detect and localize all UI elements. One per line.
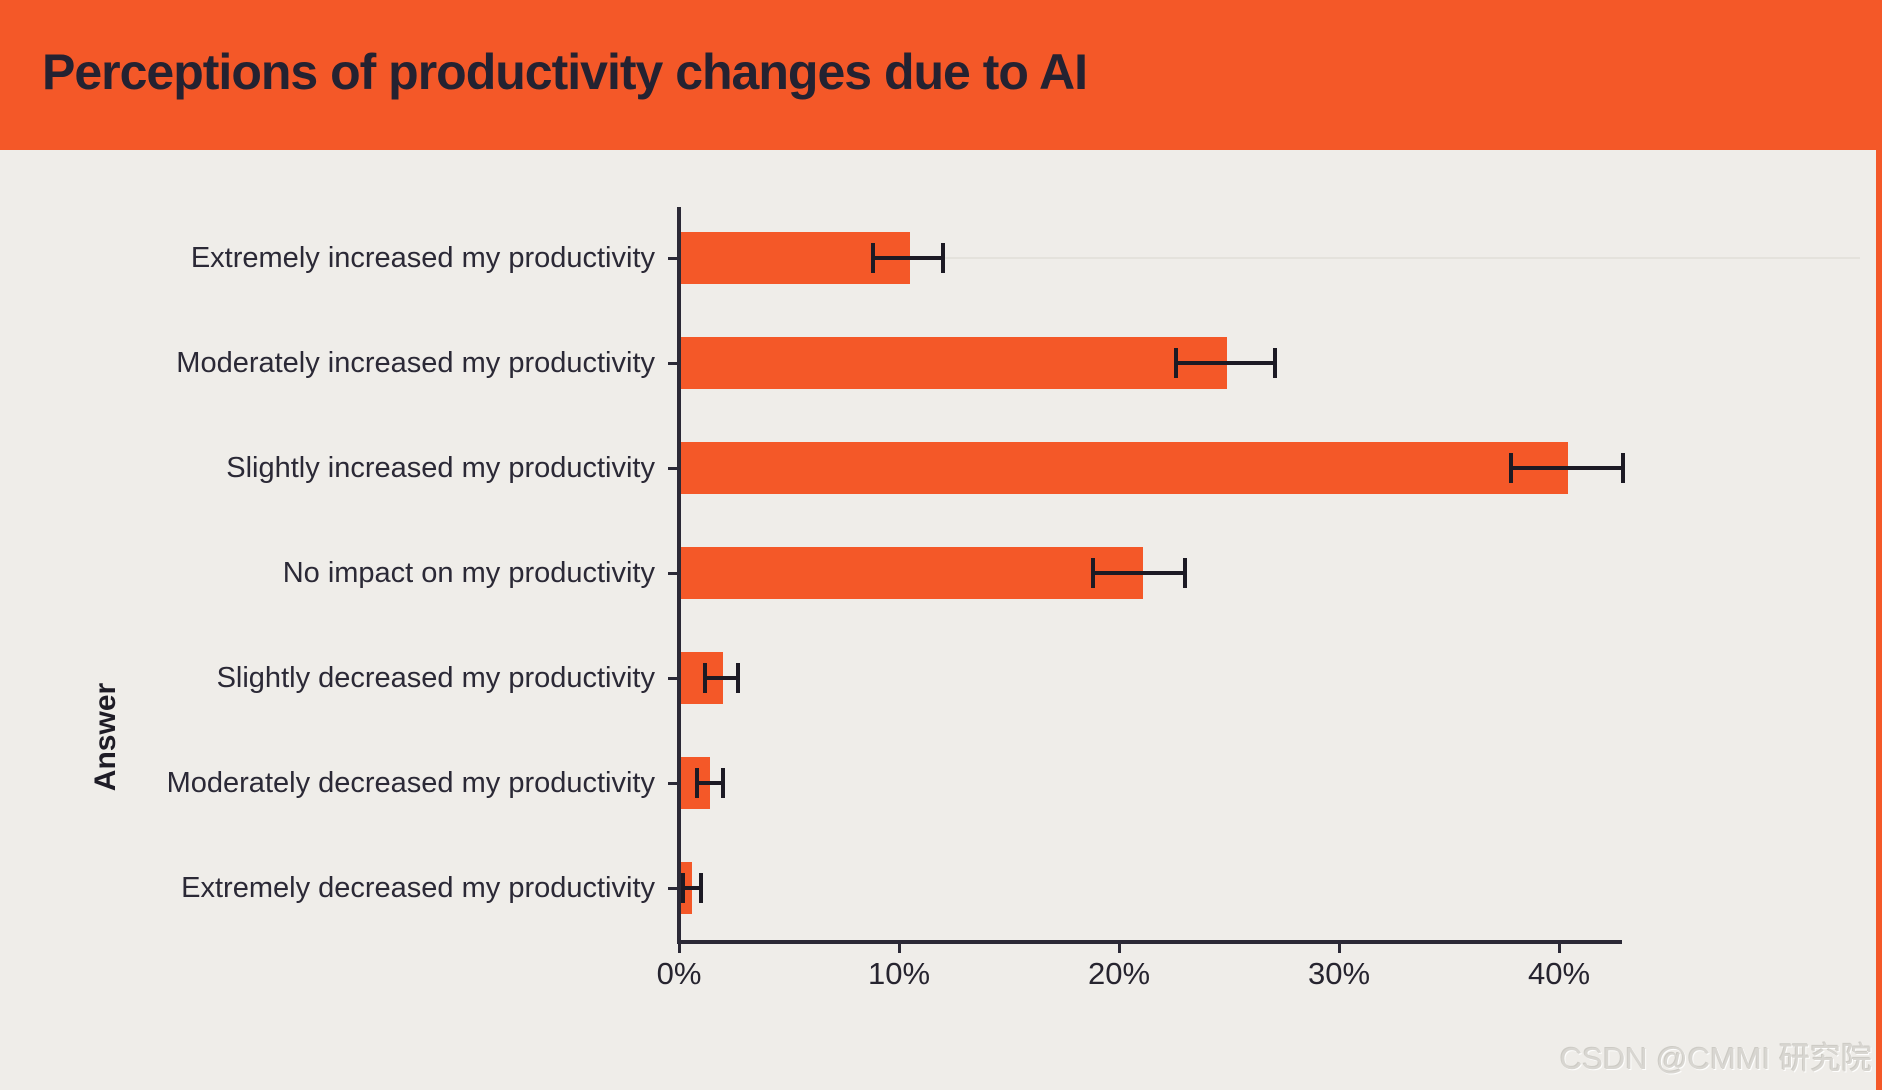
category-tick [668, 467, 679, 470]
category-tick [668, 362, 679, 365]
error-bar [1176, 361, 1276, 365]
category-label: Slightly increased my productivity [226, 452, 655, 484]
error-cap-right [1273, 348, 1278, 378]
error-cap-left [1090, 558, 1095, 588]
x-tick [1557, 944, 1561, 953]
category-label: No impact on my productivity [282, 557, 655, 589]
x-axis-line [677, 940, 1622, 944]
error-bar [1092, 571, 1185, 575]
watermark: CSDN @CMMI 研究院 [1559, 1041, 1872, 1076]
error-cap-right [721, 768, 725, 798]
y-axis-title: Answer [89, 682, 122, 792]
x-tick [677, 944, 681, 953]
error-cap-left [703, 663, 708, 693]
x-tick-label: 10% [867, 956, 931, 991]
error-cap-right [941, 243, 945, 273]
category-tick [668, 572, 679, 575]
x-tick [897, 944, 901, 953]
chart-title: Perceptions of productivity changes due … [42, 44, 1088, 100]
error-cap-right [1620, 453, 1625, 483]
category-label: Moderately decreased my productivity [166, 767, 655, 799]
title-banner: Perceptions of productivity changes due … [0, 0, 1882, 150]
category-tick [668, 887, 679, 890]
category-label: Moderately increased my productivity [176, 347, 655, 379]
x-tick-label: 20% [1087, 956, 1151, 991]
x-tick-label: 0% [656, 956, 702, 991]
bar [681, 442, 1568, 494]
error-bar [683, 886, 701, 890]
right-edge-strip [1876, 0, 1882, 1090]
error-bar [705, 676, 739, 680]
category-tick [668, 257, 679, 260]
x-tick [1117, 944, 1121, 953]
bar [681, 337, 1227, 389]
category-label: Extremely increased my productivity [190, 242, 655, 274]
category-tick [668, 782, 679, 785]
error-bar [1510, 466, 1623, 470]
error-cap-right [736, 663, 741, 693]
error-cap-left [681, 873, 686, 903]
y-axis-line [677, 207, 681, 944]
bar [681, 547, 1143, 599]
error-bar [872, 256, 943, 260]
error-cap-right [1183, 558, 1187, 588]
category-label: Slightly decreased my productivity [216, 662, 655, 694]
category-label: Extremely decreased my productivity [181, 872, 655, 904]
x-tick-label: 40% [1527, 956, 1591, 991]
error-cap-left [870, 243, 875, 273]
gridline [679, 257, 1860, 259]
error-cap-left [1508, 453, 1513, 483]
error-cap-left [694, 768, 699, 798]
x-tick [1337, 944, 1341, 953]
x-tick-label: 30% [1307, 956, 1371, 991]
error-cap-left [1174, 348, 1179, 378]
error-bar [696, 781, 723, 785]
category-tick [668, 677, 679, 680]
error-cap-right [699, 873, 703, 903]
plot-area: Extremely increased my productivity Moder… [0, 150, 1876, 1090]
